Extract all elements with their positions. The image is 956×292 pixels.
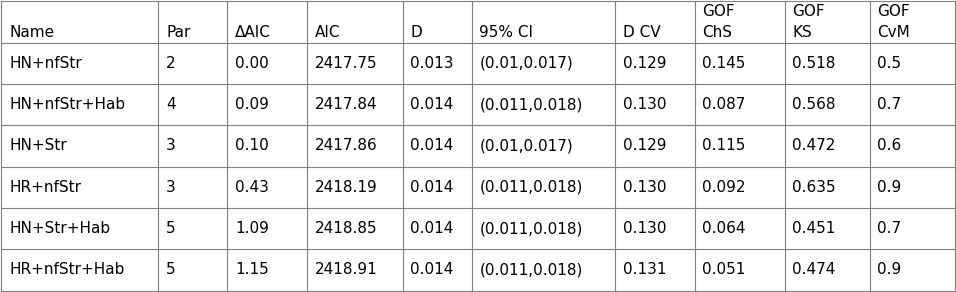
Text: CvM: CvM (878, 25, 910, 40)
Text: 0.10: 0.10 (235, 138, 269, 154)
Text: GOF: GOF (793, 4, 825, 19)
Text: 0.518: 0.518 (793, 56, 836, 71)
Text: 0.014: 0.014 (410, 138, 454, 154)
Text: 0.129: 0.129 (622, 138, 666, 154)
Text: ChS: ChS (702, 25, 732, 40)
Text: 0.014: 0.014 (410, 221, 454, 236)
Text: (0.011,0.018): (0.011,0.018) (479, 221, 582, 236)
Text: 0.09: 0.09 (235, 97, 269, 112)
Text: KS: KS (793, 25, 813, 40)
Text: 5: 5 (166, 263, 176, 277)
Text: (0.011,0.018): (0.011,0.018) (479, 97, 582, 112)
Text: 2418.85: 2418.85 (315, 221, 378, 236)
Text: 0.131: 0.131 (622, 263, 666, 277)
Text: D CV: D CV (622, 25, 661, 40)
Text: 0.43: 0.43 (235, 180, 269, 195)
Text: 0.7: 0.7 (878, 221, 902, 236)
Text: (0.011,0.018): (0.011,0.018) (479, 180, 582, 195)
Text: 95% CI: 95% CI (479, 25, 533, 40)
Text: 2418.91: 2418.91 (315, 263, 378, 277)
Text: 1.15: 1.15 (235, 263, 269, 277)
Text: 0.087: 0.087 (702, 97, 746, 112)
Text: 0.5: 0.5 (878, 56, 902, 71)
Text: 0.092: 0.092 (702, 180, 746, 195)
Text: 0.472: 0.472 (793, 138, 836, 154)
Text: 2: 2 (166, 56, 176, 71)
Text: 2417.84: 2417.84 (315, 97, 378, 112)
Text: GOF: GOF (702, 4, 735, 19)
Text: Name: Name (9, 25, 54, 40)
Text: HN+Str+Hab: HN+Str+Hab (9, 221, 110, 236)
Text: 0.130: 0.130 (622, 97, 666, 112)
Text: 3: 3 (166, 138, 176, 154)
Text: (0.01,0.017): (0.01,0.017) (479, 138, 573, 154)
Text: HR+nfStr+Hab: HR+nfStr+Hab (9, 263, 124, 277)
Text: AIC: AIC (315, 25, 340, 40)
Text: 0.635: 0.635 (793, 180, 836, 195)
Text: 0.6: 0.6 (878, 138, 902, 154)
Text: 0.051: 0.051 (702, 263, 746, 277)
Text: ΔAIC: ΔAIC (235, 25, 271, 40)
Text: 0.014: 0.014 (410, 263, 454, 277)
Text: 1.09: 1.09 (235, 221, 269, 236)
Text: HR+nfStr: HR+nfStr (9, 180, 81, 195)
Text: 5: 5 (166, 221, 176, 236)
Text: 0.00: 0.00 (235, 56, 269, 71)
Text: 0.064: 0.064 (702, 221, 746, 236)
Text: GOF: GOF (878, 4, 910, 19)
Text: 0.451: 0.451 (793, 221, 836, 236)
Text: 0.9: 0.9 (878, 180, 902, 195)
Text: (0.011,0.018): (0.011,0.018) (479, 263, 582, 277)
Text: 2417.86: 2417.86 (315, 138, 378, 154)
Text: HN+nfStr: HN+nfStr (9, 56, 82, 71)
Text: 4: 4 (166, 97, 176, 112)
Text: 0.7: 0.7 (878, 97, 902, 112)
Text: HN+nfStr+Hab: HN+nfStr+Hab (9, 97, 125, 112)
Text: (0.01,0.017): (0.01,0.017) (479, 56, 573, 71)
Text: D: D (410, 25, 422, 40)
Text: 0.9: 0.9 (878, 263, 902, 277)
Text: 0.115: 0.115 (702, 138, 746, 154)
Text: 0.129: 0.129 (622, 56, 666, 71)
Text: 2418.19: 2418.19 (315, 180, 378, 195)
Text: 0.145: 0.145 (702, 56, 746, 71)
Text: 0.014: 0.014 (410, 180, 454, 195)
Text: 0.014: 0.014 (410, 97, 454, 112)
Text: 3: 3 (166, 180, 176, 195)
Text: 2417.75: 2417.75 (315, 56, 378, 71)
Text: 0.130: 0.130 (622, 221, 666, 236)
Text: HN+Str: HN+Str (9, 138, 67, 154)
Text: 0.568: 0.568 (793, 97, 836, 112)
Text: Par: Par (166, 25, 190, 40)
Text: 0.130: 0.130 (622, 180, 666, 195)
Text: 0.013: 0.013 (410, 56, 454, 71)
Text: 0.474: 0.474 (793, 263, 836, 277)
